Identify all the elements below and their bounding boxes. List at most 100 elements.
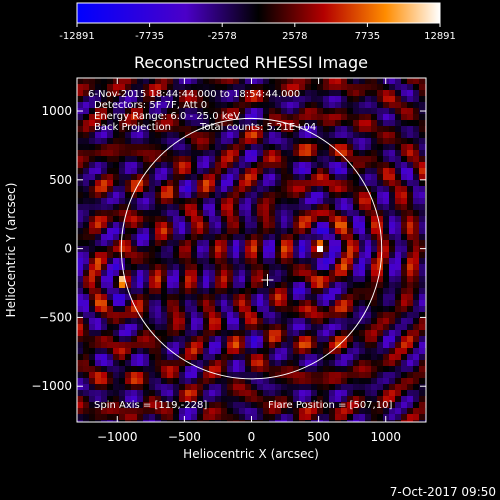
heatmap-cell	[299, 114, 305, 120]
heatmap-cell	[317, 204, 323, 210]
heatmap-cell	[203, 102, 209, 108]
heatmap-cell	[251, 192, 257, 198]
heatmap-cell	[215, 180, 221, 186]
heatmap-cell	[113, 90, 119, 96]
heatmap-cell	[155, 162, 161, 168]
heatmap-cell	[401, 318, 407, 324]
heatmap-cell	[101, 156, 107, 162]
heatmap-cell	[179, 420, 185, 422]
heatmap-cell	[311, 264, 317, 270]
heatmap-cell	[101, 336, 107, 342]
heatmap-cell	[371, 348, 377, 354]
heatmap-cell	[221, 384, 227, 390]
heatmap-cell	[329, 288, 335, 294]
heatmap-cell	[197, 204, 203, 210]
heatmap-cell	[341, 402, 347, 408]
heatmap-cell	[275, 414, 281, 420]
heatmap-cell	[251, 402, 257, 408]
heatmap-cell	[77, 420, 83, 422]
heatmap-cell	[107, 390, 113, 396]
heatmap-cell	[335, 252, 341, 258]
heatmap-cell	[371, 204, 377, 210]
heatmap-cell	[311, 90, 317, 96]
heatmap-cell	[185, 414, 191, 420]
heatmap-cell	[215, 330, 221, 336]
heatmap-cell	[215, 390, 221, 396]
heatmap-cell	[191, 162, 197, 168]
heatmap-cell	[377, 246, 383, 252]
heatmap-cell	[197, 348, 203, 354]
heatmap-cell	[131, 330, 137, 336]
heatmap-cell	[227, 90, 233, 96]
heatmap-cell	[251, 288, 257, 294]
heatmap-cell	[83, 162, 89, 168]
heatmap-cell	[353, 246, 359, 252]
heatmap-cell	[287, 300, 293, 306]
heatmap-cell	[377, 162, 383, 168]
heatmap-cell	[131, 354, 137, 360]
heatmap-cell	[305, 186, 311, 192]
heatmap-cell	[413, 402, 419, 408]
heatmap-cell	[305, 318, 311, 324]
heatmap-cell	[287, 312, 293, 318]
heatmap-cell	[107, 408, 113, 414]
heatmap-cell	[233, 294, 239, 300]
heatmap-cell	[239, 342, 245, 348]
heatmap-cell	[107, 234, 113, 240]
heatmap-cell	[131, 162, 137, 168]
heatmap-cell	[377, 348, 383, 354]
heatmap-cell	[281, 108, 287, 114]
heatmap-cell	[167, 132, 173, 138]
heatmap-cell	[89, 390, 95, 396]
heatmap-cell	[191, 258, 197, 264]
heatmap-cell	[383, 294, 389, 300]
heatmap-cell	[263, 420, 269, 422]
heatmap-cell	[395, 252, 401, 258]
heatmap-cell	[413, 192, 419, 198]
heatmap-cell	[365, 102, 371, 108]
heatmap-cell	[185, 168, 191, 174]
heatmap-cell	[299, 336, 305, 342]
heatmap-cell	[305, 198, 311, 204]
heatmap-cell	[257, 408, 263, 414]
heatmap-cell	[383, 150, 389, 156]
heatmap-cell	[131, 408, 137, 414]
heatmap-cell	[77, 102, 83, 108]
heatmap-cell	[173, 402, 179, 408]
heatmap-cell	[191, 222, 197, 228]
heatmap-cell	[245, 228, 251, 234]
heatmap-cell	[101, 120, 107, 126]
heatmap-cell	[197, 222, 203, 228]
heatmap-cell	[323, 168, 329, 174]
heatmap-cell	[245, 180, 251, 186]
heatmap-cell	[395, 312, 401, 318]
heatmap-cell	[227, 108, 233, 114]
heatmap-cell	[173, 282, 179, 288]
heatmap-cell	[227, 396, 233, 402]
heatmap-cell	[389, 216, 395, 222]
heatmap-cell	[341, 144, 347, 150]
heatmap-cell	[89, 324, 95, 330]
heatmap-cell	[185, 144, 191, 150]
heatmap-cell	[113, 390, 119, 396]
heatmap-cell	[275, 240, 281, 246]
heatmap-cell	[377, 150, 383, 156]
heatmap-cell	[287, 216, 293, 222]
heatmap-cell	[83, 318, 89, 324]
heatmap-cell	[245, 222, 251, 228]
heatmap-cell	[113, 222, 119, 228]
heatmap-cell	[203, 228, 209, 234]
heatmap-cell	[179, 204, 185, 210]
heatmap-cell	[353, 174, 359, 180]
heatmap-cell	[323, 180, 329, 186]
heatmap-cell	[245, 96, 251, 102]
heatmap-cell	[281, 114, 287, 120]
heatmap-cell	[305, 102, 311, 108]
heatmap-cell	[335, 120, 341, 126]
heatmap-cell	[173, 384, 179, 390]
heatmap-cell	[245, 150, 251, 156]
heatmap-cell	[377, 306, 383, 312]
heatmap-cell	[227, 228, 233, 234]
heatmap-cell	[167, 306, 173, 312]
heatmap-cell	[161, 150, 167, 156]
